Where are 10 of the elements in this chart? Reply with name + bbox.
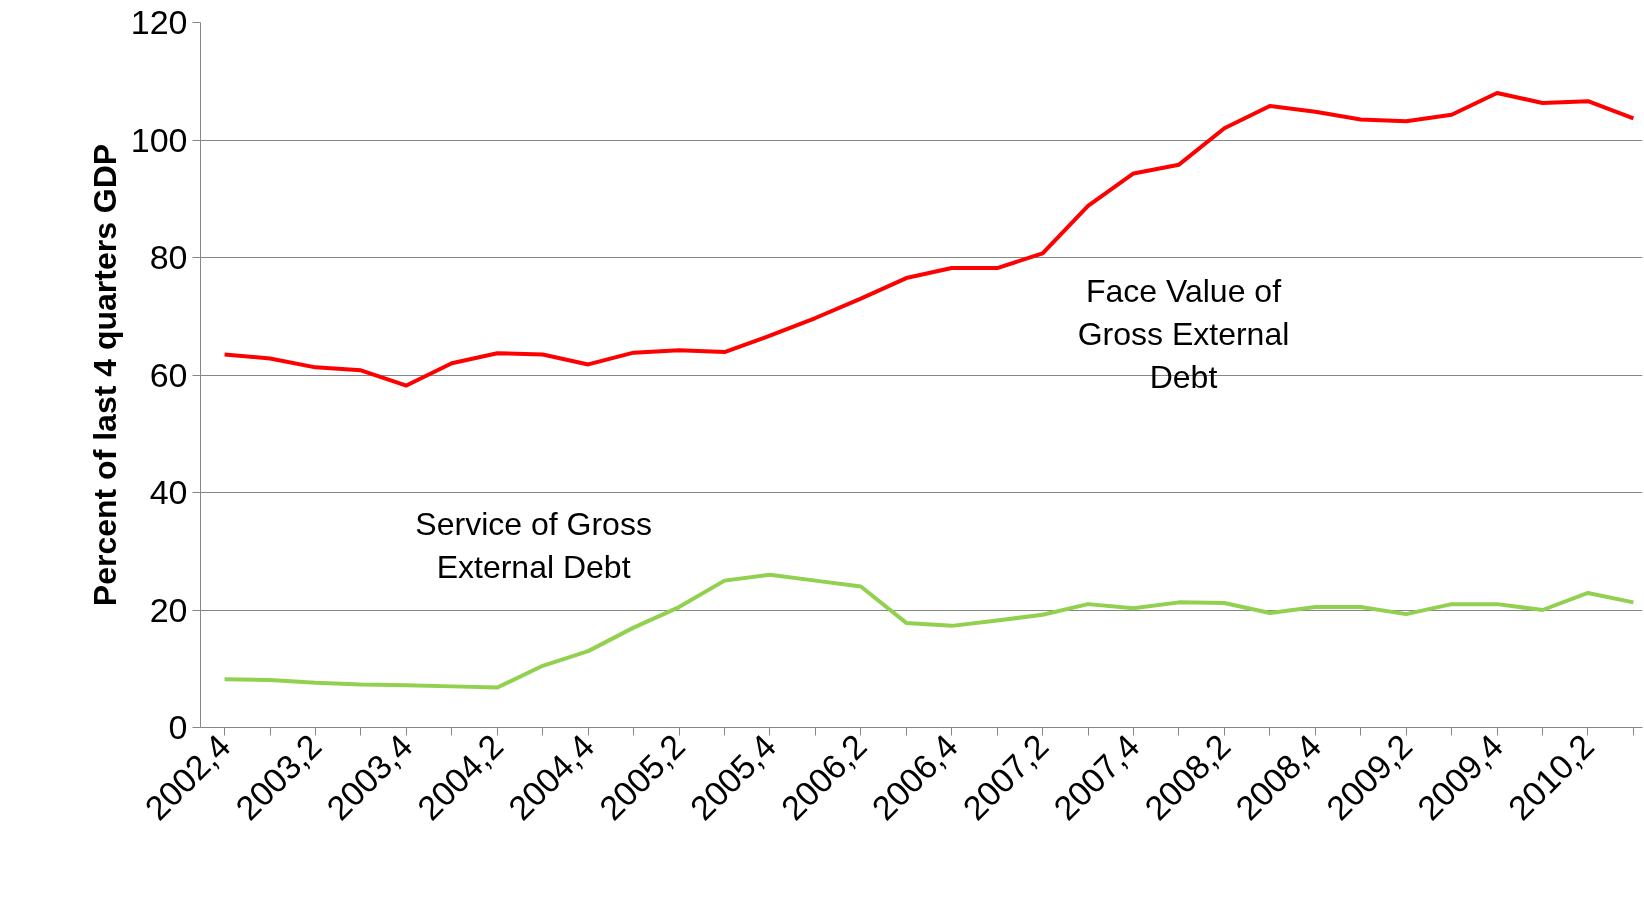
y-tick-label: 60 xyxy=(149,355,188,394)
y-tick-label: 80 xyxy=(149,238,188,276)
y-tick-label: 40 xyxy=(149,473,188,511)
y-tick-label: 100 xyxy=(130,120,188,159)
line-series xyxy=(222,91,1636,388)
annotation: Service of Gross External Debt xyxy=(415,505,652,585)
y-tick-label: 20 xyxy=(149,590,188,629)
y-axis-title: Percent of last 4 quarters GDP xyxy=(86,143,123,607)
y-tick-label: 120 xyxy=(130,3,188,41)
annotation: Face Value of Gross External Debt xyxy=(1077,272,1290,396)
